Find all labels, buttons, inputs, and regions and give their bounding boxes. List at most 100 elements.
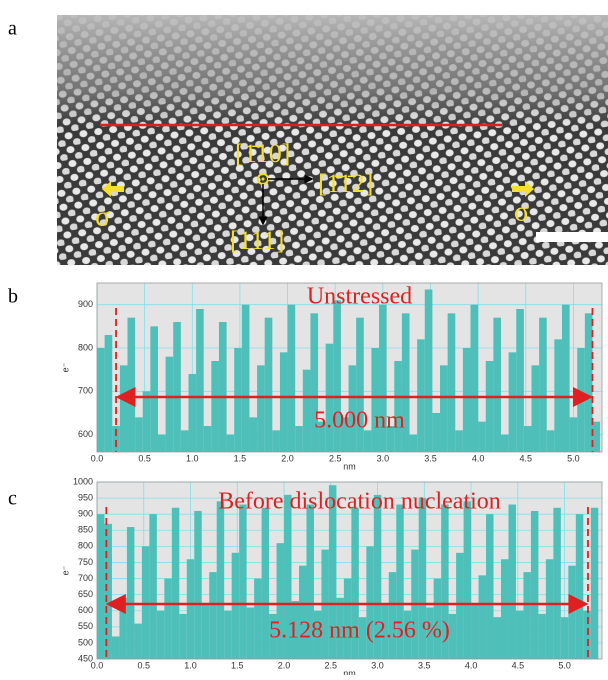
bar [188, 374, 197, 452]
bar [173, 322, 181, 452]
bar [493, 317, 501, 452]
bar [371, 348, 380, 452]
bar [156, 610, 165, 659]
bar [246, 607, 255, 659]
bar [554, 339, 562, 452]
annotation: 5.128 nm (2.56 %) [269, 618, 450, 644]
x-tick-label: 1.0 [186, 453, 199, 463]
bar [231, 552, 240, 659]
x-tick-label: 5.0 [567, 453, 580, 463]
bar [577, 348, 585, 452]
y-tick-label: 900 [78, 299, 93, 309]
chart-title: Unstressed [307, 284, 412, 310]
bar [203, 426, 212, 452]
bar [157, 434, 166, 452]
bar [424, 289, 433, 452]
bar [291, 601, 299, 659]
bar [97, 348, 105, 452]
bar [530, 510, 539, 659]
bar [179, 613, 187, 659]
bar [379, 304, 387, 452]
stress-label: σ [95, 201, 110, 232]
bar [426, 607, 434, 659]
bar [363, 430, 372, 452]
bar [171, 507, 180, 659]
bar [150, 326, 158, 452]
bar [284, 494, 292, 659]
x-tick-label: 3.0 [371, 660, 384, 670]
hrtem-image [57, 15, 608, 265]
bar [417, 339, 425, 452]
bar [313, 610, 322, 659]
bar [201, 604, 210, 659]
bar [590, 507, 599, 659]
bar [501, 434, 509, 452]
bar [381, 604, 389, 659]
bar [196, 309, 204, 452]
bar [180, 430, 189, 452]
y-tick-label: 600 [78, 429, 93, 439]
bar [471, 604, 479, 659]
direction-label: [1̄10] [235, 139, 290, 168]
bar [104, 523, 112, 659]
bar [486, 514, 494, 659]
bar [239, 504, 247, 659]
stress-label: σ [514, 196, 529, 227]
bar [396, 504, 404, 659]
y-tick-label: 600 [78, 605, 93, 615]
bar [287, 304, 296, 452]
bar [531, 365, 540, 452]
bar [508, 352, 517, 452]
x-tick-label: 3.5 [418, 660, 431, 670]
bar [493, 617, 501, 659]
bar [508, 504, 516, 659]
y-tick-label: 800 [78, 342, 93, 352]
y-tick-label: 700 [78, 386, 93, 396]
bar [485, 361, 494, 452]
bar [401, 313, 410, 452]
bar [441, 504, 449, 659]
bar [358, 617, 367, 659]
bar [560, 617, 569, 659]
bar [478, 421, 486, 452]
bar [523, 426, 532, 452]
x-tick-label: 1.0 [184, 660, 197, 670]
chart-title: Before dislocation nucleation [218, 489, 501, 515]
bar [306, 504, 314, 659]
bar [141, 546, 150, 659]
bar [165, 356, 174, 452]
bar [135, 417, 143, 452]
bar [134, 623, 142, 659]
bar [216, 501, 225, 659]
x-tick-label: 2.5 [329, 453, 342, 463]
bar [328, 485, 337, 659]
x-tick-label: 4.5 [512, 660, 525, 670]
bar [501, 559, 509, 659]
bar [336, 597, 344, 659]
bar [142, 391, 151, 452]
bar [356, 317, 364, 452]
plot-frame [96, 481, 603, 660]
y-tick-label: 750 [78, 557, 93, 567]
y-tick-label: 450 [78, 653, 93, 663]
x-tick-label: 1.5 [231, 660, 244, 670]
y-tick-label: 550 [78, 621, 93, 631]
bar [186, 559, 195, 659]
y-tick-label: 800 [78, 541, 93, 551]
x-tick-label: 2.0 [281, 453, 294, 463]
x-tick-label: 0.5 [138, 660, 151, 670]
bar [553, 507, 561, 659]
bar [97, 514, 105, 659]
bar [388, 572, 397, 659]
bar [226, 434, 235, 452]
bar [403, 610, 412, 659]
bar [432, 413, 441, 452]
bar [463, 501, 472, 659]
bar [272, 430, 280, 452]
bar [249, 417, 258, 452]
y-axis-label: e⁻ [60, 362, 70, 372]
x-tick-label: 0.0 [91, 453, 104, 463]
bar [104, 335, 113, 452]
x-tick-label: 2.5 [325, 660, 338, 670]
bar [433, 578, 442, 659]
